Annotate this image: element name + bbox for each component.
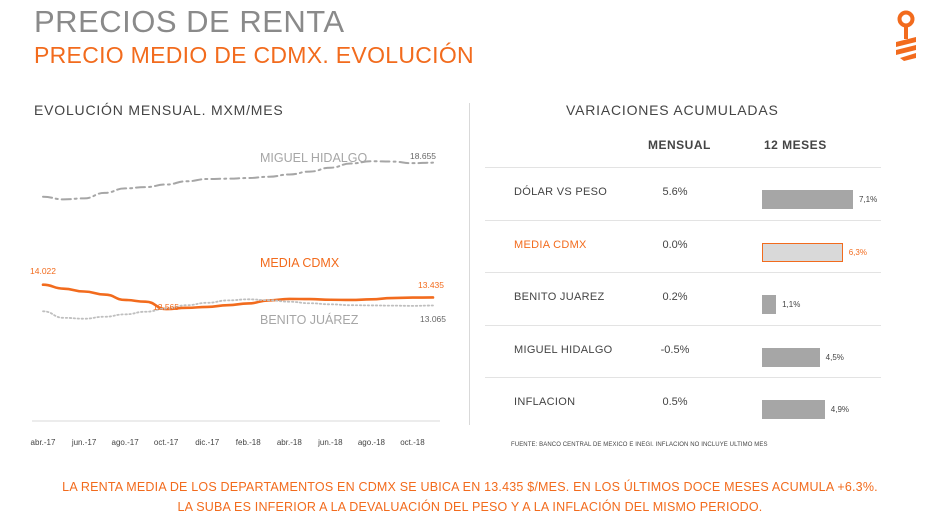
footer-text-line-1: LA RENTA MEDIA DE LOS DEPARTAMENTOS EN C…	[62, 480, 878, 494]
data-value-label: 12.565	[153, 302, 179, 312]
x-tick-label: oct.-17	[154, 438, 179, 447]
column-header-12-months: 12 MESES	[764, 138, 827, 152]
x-tick-label: ago.-17	[112, 438, 140, 447]
line-chart: abr.-17 jun.-17 ago.-17 oct.-17 dic.-17 feb.-…	[30, 151, 446, 447]
annual-bar-label: 4,9%	[830, 405, 850, 414]
annual-bar	[762, 242, 843, 262]
series-name-label: MEDIA CDMX	[260, 256, 340, 270]
source-note: FUENTE: BANCO CENTRAL DE MEXICO E INEGI.…	[511, 442, 768, 448]
row-label: INFLACION	[514, 396, 576, 408]
x-tick-label: jun.-18	[317, 438, 343, 447]
table-row: MIGUEL HIDALGO -0.5% 4,5%	[485, 324, 881, 378]
data-value-label: 13.065	[420, 314, 446, 324]
x-tick-label: ago.-18	[358, 438, 386, 447]
annual-bar	[762, 295, 777, 314]
table-row: BENITO JUAREZ 0.2% 1,1%	[485, 272, 881, 325]
row-label: MEDIA CDMX	[514, 238, 587, 251]
data-value-label: 14.022	[30, 266, 56, 276]
series-name-label: MIGUEL HIDALGO	[260, 151, 367, 165]
monthly-value: 0.5%	[662, 396, 688, 408]
series-line-media-cdmx	[41, 283, 435, 311]
monthly-value: 5.6%	[662, 186, 688, 198]
data-value-label: 18.655	[410, 151, 436, 161]
table-row: MEDIA CDMX 0.0% 6,3%	[485, 219, 881, 273]
series-line-benito-ju-rez	[42, 298, 434, 320]
monthly-value: -0.5%	[660, 343, 690, 356]
line-chart-title: EVOLUCIÓN MENSUAL. MXM/MES	[34, 102, 284, 118]
page-subtitle: PRECIO MEDIO DE CDMX. EVOLUCIÓN	[34, 42, 474, 68]
table-row: INFLACION 0.5% 4,9%	[485, 377, 881, 430]
footer-text-line-2: LA SUBA ES INFERIOR A LA DEVALUACIÓN DEL…	[177, 500, 763, 514]
monthly-value: 0.0%	[662, 238, 688, 251]
x-tick-label: abr.-18	[277, 438, 302, 447]
annual-bar	[762, 400, 825, 419]
row-label: DÓLAR VS PESO	[514, 186, 608, 198]
monthly-value: 0.2%	[662, 291, 688, 303]
x-tick-label: jun.-17	[71, 438, 97, 447]
series-name-label: BENITO JUÁREZ	[260, 312, 359, 327]
x-tick-label: feb.-18	[236, 438, 261, 447]
table-title: VARIACIONES ACUMULADAS	[566, 102, 779, 118]
annual-bar-label: 1,1%	[782, 300, 801, 309]
annual-bar	[762, 190, 853, 209]
row-label: BENITO JUAREZ	[514, 291, 605, 303]
row-label: MIGUEL HIDALGO	[514, 343, 613, 356]
annual-bar-label: 6,3%	[848, 247, 867, 257]
section-divider	[469, 103, 470, 425]
annual-bar-label: 4,5%	[825, 352, 844, 362]
data-value-label: 13.435	[418, 280, 444, 290]
brand-logo-icon	[896, 10, 916, 61]
x-tick-label: abr.-17	[31, 438, 56, 447]
table-row: DÓLAR VS PESO 5.6% 7,1%	[485, 167, 881, 220]
x-tick-label: dic.-17	[195, 438, 220, 447]
annual-bar	[762, 347, 820, 367]
x-tick-label: oct.-18	[400, 438, 425, 447]
series-line-miguel-hidalgo	[42, 160, 434, 201]
column-header-monthly: MENSUAL	[648, 138, 711, 152]
annual-bar-label: 7,1%	[859, 195, 878, 204]
page-title: PRECIOS DE RENTA	[34, 4, 345, 39]
